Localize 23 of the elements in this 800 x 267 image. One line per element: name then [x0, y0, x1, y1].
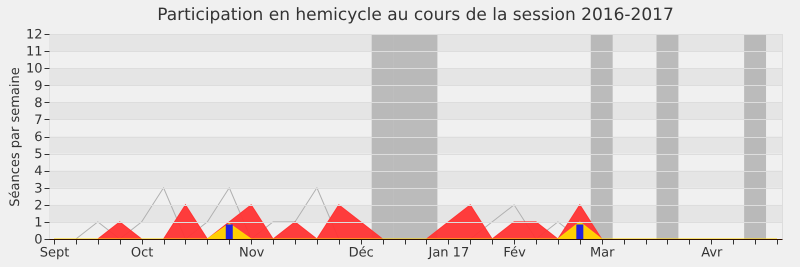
- y-tick-label: 6: [34, 130, 42, 145]
- y-tick-label: 9: [34, 78, 42, 94]
- chart-title: Participation en hemicycle au cours de la session 2016-2017: [157, 5, 674, 25]
- x-tick-label: Oct: [130, 246, 154, 260]
- y-axis-title: Séances par semaine: [8, 67, 23, 207]
- x-tick-label: Avr: [701, 246, 724, 260]
- y-tick-label: 1: [34, 215, 42, 230]
- x-tick-label: Jan 17: [428, 246, 470, 260]
- x-tick-label: Sept: [40, 246, 70, 260]
- y-tick-label: 10: [26, 62, 42, 77]
- y-tick-label: 2: [34, 198, 42, 214]
- x-tick-label: Mar: [590, 246, 616, 260]
- y-tick-label: 5: [34, 147, 42, 162]
- y-tick-label: 3: [34, 181, 42, 196]
- y-tick-label: 8: [34, 96, 42, 111]
- y-tick-label: 12: [26, 28, 42, 42]
- x-tick-label: Nov: [238, 246, 265, 260]
- y-tick-label: 7: [34, 112, 42, 128]
- x-tick-label: Fév: [503, 246, 526, 260]
- y-tick-label: 0: [34, 232, 42, 248]
- x-tick-label: Déc: [348, 246, 374, 260]
- y-tick-label: 11: [26, 44, 42, 60]
- y-tick-label: 4: [34, 164, 42, 180]
